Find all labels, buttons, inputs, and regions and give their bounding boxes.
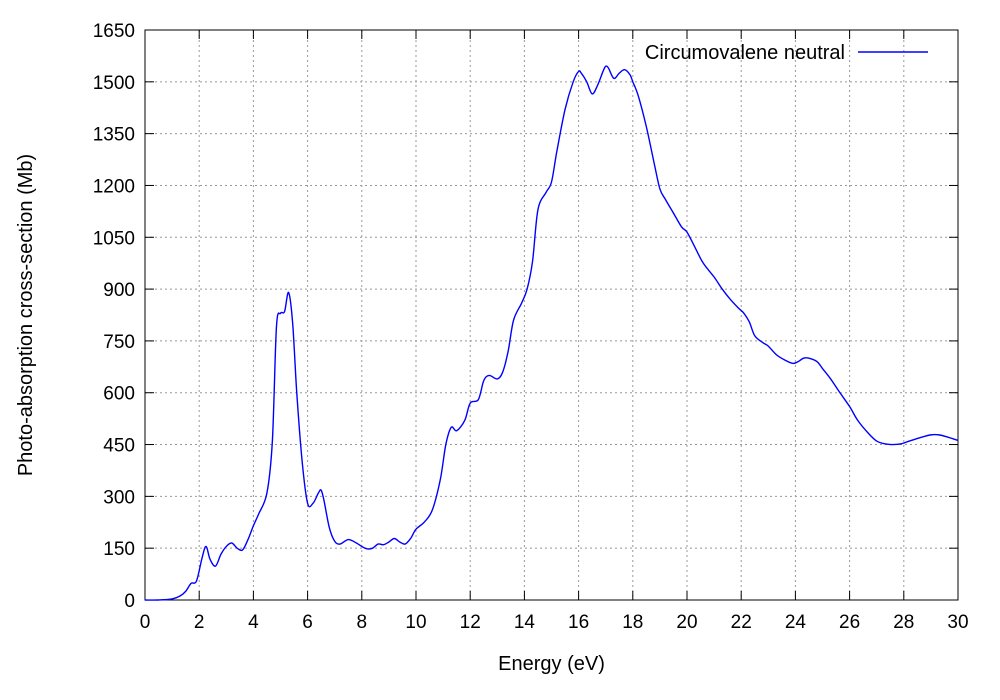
x-tick-label: 8: [357, 612, 368, 633]
x-tick-label: 14: [514, 612, 536, 633]
x-tick-label: 26: [839, 612, 860, 633]
y-tick-label: 450: [103, 436, 135, 457]
x-tick-label: 6: [302, 612, 313, 633]
y-tick-label: 150: [103, 539, 135, 560]
y-tick-label: 1350: [93, 125, 135, 146]
y-axis-label: Photo-absorption cross-section (Mb): [15, 154, 37, 476]
y-tick-label: 750: [103, 332, 135, 353]
y-tick-label: 1650: [93, 21, 135, 42]
y-tick-label: 1200: [93, 176, 135, 197]
series-line: [144, 65, 959, 601]
x-tick-label: 16: [568, 612, 589, 633]
x-tick-label: 20: [676, 612, 697, 633]
y-tick-label: 0: [124, 591, 135, 612]
y-tick-label: 1050: [93, 228, 135, 249]
x-tick-label: 12: [460, 612, 481, 633]
plot-frame: [144, 29, 959, 601]
y-tick-label: 600: [103, 384, 135, 405]
x-tick-label: 22: [731, 612, 752, 633]
x-tick-label: 2: [194, 612, 205, 633]
y-tick-label: 300: [103, 487, 135, 508]
x-axis-label: Energy (eV): [498, 653, 605, 675]
y-tick-label: 900: [103, 280, 135, 301]
x-tick-label: 18: [622, 612, 643, 633]
x-tick-label: 28: [893, 612, 914, 633]
legend-label: Circumovalene neutral: [645, 42, 845, 64]
x-tick-label: 4: [248, 612, 259, 633]
x-tick-label: 30: [947, 612, 968, 633]
x-tick-label: 24: [785, 612, 807, 633]
x-tick-label: 0: [140, 612, 151, 633]
x-tick-label: 10: [405, 612, 426, 633]
y-tick-label: 1500: [93, 73, 135, 94]
